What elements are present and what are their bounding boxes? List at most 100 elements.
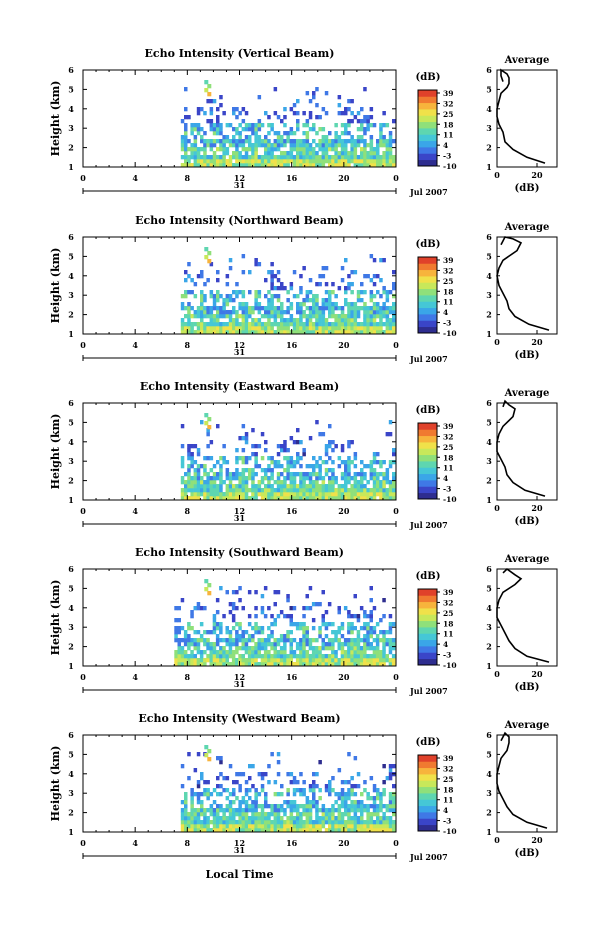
heatmap-cell — [238, 816, 242, 821]
heatmap-cell — [254, 788, 258, 793]
heatmap-cell — [241, 796, 246, 801]
heatmap-cell — [305, 828, 310, 833]
heatmap-cell — [372, 123, 377, 128]
heatmap-cell — [299, 322, 303, 327]
heatmap-cell — [331, 306, 335, 311]
heatmap-cell — [324, 816, 329, 821]
heatmap-cell — [184, 278, 188, 283]
heatmap-cell — [302, 111, 306, 116]
heatmap-cell — [382, 662, 386, 667]
heatmap-cell — [219, 638, 223, 643]
heatmap-cell — [190, 800, 194, 805]
heatmap-cell — [187, 452, 191, 457]
heatmap-cell — [353, 484, 358, 489]
heatmap-cell — [292, 155, 297, 160]
heatmap-cell — [283, 642, 287, 647]
heatmap-cell — [228, 828, 233, 833]
panel-5: Echo Intensity (Westward Beam)Height (km… — [49, 712, 558, 862]
heatmap-cell — [225, 468, 230, 473]
colorbar-frame — [417, 89, 438, 167]
heatmap-cell — [187, 642, 191, 647]
heatmap-cell — [382, 302, 386, 307]
heatmap-cell — [324, 788, 329, 793]
heatmap-cell — [308, 662, 313, 667]
heatmap-cell — [289, 472, 294, 477]
heatmap-cell — [216, 776, 220, 781]
heatmap-cell — [347, 610, 351, 615]
heatmap-cell — [296, 788, 300, 793]
heatmap-cell — [257, 638, 261, 643]
heatmap-cell — [302, 614, 306, 619]
heatmap-cell — [180, 464, 185, 469]
heatmap-cell — [369, 618, 373, 623]
heatmap-cell — [196, 480, 201, 485]
heatmap-cell — [388, 796, 393, 801]
heatmap-cell — [331, 310, 335, 315]
heatmap-cell — [232, 816, 236, 821]
heatmap-cell — [228, 492, 233, 497]
colorbar-segment — [418, 442, 437, 449]
heatmap-cell — [350, 654, 354, 659]
heatmap-cell — [292, 776, 297, 781]
heatmap-cell — [321, 314, 326, 319]
heatmap-cell — [254, 147, 258, 152]
heatmap-cell — [267, 634, 271, 639]
heatmap-cell — [196, 476, 201, 481]
heatmap-cell — [363, 780, 367, 785]
heatmap-cell — [366, 322, 370, 327]
heatmap-cell — [302, 298, 306, 303]
heatmap-cell — [257, 322, 262, 327]
heatmap-cell — [379, 480, 383, 485]
heatmap-cell — [235, 492, 239, 497]
heatmap-cell — [235, 820, 239, 825]
heatmap-cell — [270, 456, 274, 461]
heatmap-cell — [340, 147, 345, 152]
heatmap-cell — [196, 127, 201, 132]
heatmap-cell — [283, 650, 287, 655]
heatmap-cell — [215, 634, 220, 639]
heatmap-cell — [392, 326, 396, 331]
heatmap-cell — [305, 147, 310, 152]
heatmap-cell — [276, 444, 281, 449]
heatmap-cell — [254, 127, 258, 132]
heatmap-cell — [385, 638, 389, 643]
heatmap-cell — [257, 326, 262, 331]
heatmap-cell — [196, 800, 201, 805]
heatmap-cell — [356, 800, 361, 805]
heatmap-cell — [385, 488, 390, 493]
heatmap-cell — [318, 828, 322, 833]
heatmap-cell — [209, 290, 214, 295]
heatmap-cell — [353, 496, 358, 501]
heatmap-cell — [222, 638, 226, 643]
heatmap-cell — [353, 650, 357, 655]
avg-x-tick-label: 20 — [531, 337, 543, 347]
heatmap-cell — [369, 143, 374, 148]
heatmap-cell — [388, 768, 393, 773]
heatmap-cell — [334, 480, 338, 485]
heatmap-cell — [315, 812, 319, 817]
heatmap-cell — [363, 610, 367, 615]
heatmap-cell — [324, 111, 329, 116]
heatmap-cell — [203, 326, 207, 331]
heatmap-cell — [334, 326, 338, 331]
heatmap-cell — [241, 816, 246, 821]
heatmap-cell — [289, 314, 294, 319]
x-tick-label: 0 — [393, 506, 399, 516]
heatmap-cell — [225, 163, 230, 168]
heatmap-cell — [244, 808, 249, 813]
heatmap-cell — [363, 828, 367, 833]
heatmap-cell — [283, 824, 287, 829]
heatmap-cell — [347, 808, 351, 813]
heatmap-cell — [321, 151, 326, 156]
heatmap-cell — [273, 294, 278, 299]
heatmap-cell — [219, 159, 223, 164]
heatmap-cell — [344, 151, 348, 156]
heatmap-cell — [248, 143, 252, 148]
heatmap-cell — [315, 646, 319, 651]
heatmap-cell — [180, 326, 185, 331]
heatmap-cell — [296, 159, 300, 164]
heatmap-cell — [369, 820, 374, 825]
heatmap-cell — [302, 322, 306, 327]
heatmap-cell — [344, 476, 348, 481]
heatmap-cell — [206, 159, 210, 164]
